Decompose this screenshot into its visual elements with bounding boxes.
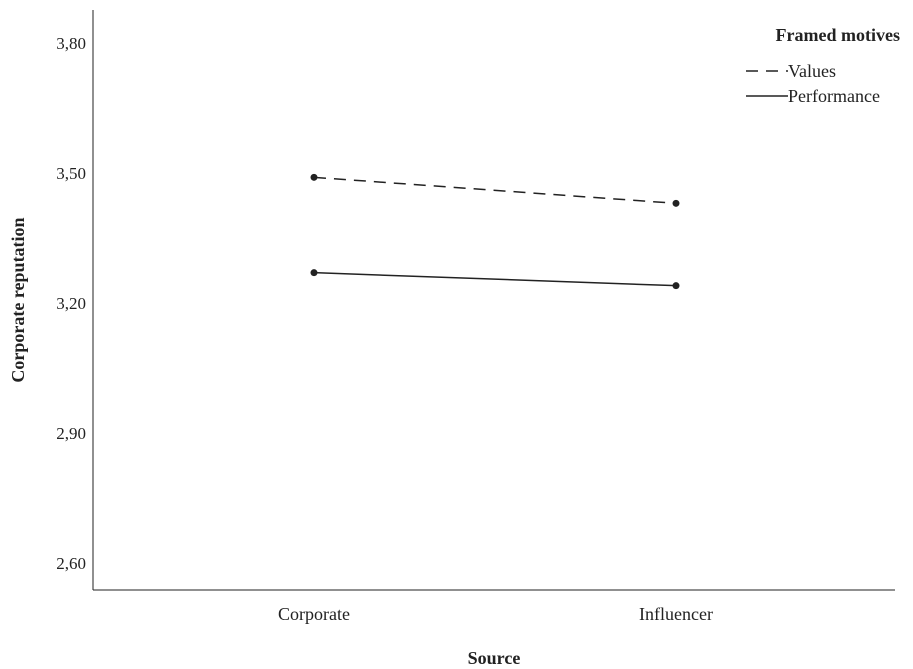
data-point-performance xyxy=(310,269,318,277)
y-axis-title: Corporate reputation xyxy=(8,217,28,382)
series-points xyxy=(310,173,680,290)
y-tick-label: 2,90 xyxy=(56,424,86,443)
y-tick-label: 3,80 xyxy=(56,34,86,53)
legend-performance-label: Performance xyxy=(788,86,880,106)
legend-values-label: Values xyxy=(788,61,836,81)
x-tick-labels: Corporate Influencer xyxy=(278,604,713,624)
series-lines xyxy=(313,176,677,287)
data-point-performance xyxy=(672,282,680,290)
series-line-values xyxy=(313,176,677,205)
y-tick-labels: 2,60 2,90 3,20 3,50 3,80 xyxy=(56,34,86,573)
y-tick-label: 3,50 xyxy=(56,164,86,183)
x-tick-label: Corporate xyxy=(278,604,350,624)
legend-title: Framed motives xyxy=(776,25,900,45)
x-tick-label: Influencer xyxy=(639,604,713,624)
y-tick-label: 3,20 xyxy=(56,294,86,313)
x-axis-title: Source xyxy=(468,648,521,668)
y-tick-label: 2,60 xyxy=(56,554,86,573)
data-point-values xyxy=(672,199,680,207)
legend: Framed motives Values Performance xyxy=(746,25,900,106)
data-point-values xyxy=(310,173,318,181)
series-line-performance xyxy=(313,271,677,287)
